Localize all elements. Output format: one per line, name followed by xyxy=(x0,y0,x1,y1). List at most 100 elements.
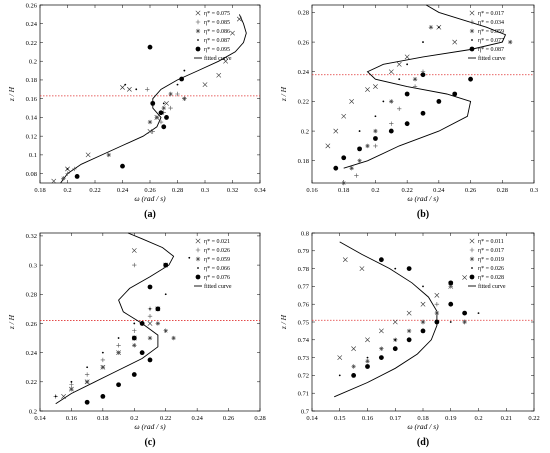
data-point-series-5 xyxy=(333,165,339,171)
data-point-series-1 xyxy=(126,86,132,92)
data-point-series-4 xyxy=(66,168,69,170)
panel-1: 0.18 0.2 0.22 0.24 0.26 0.28 0.3 0.32 0.34 0.08 0.… xyxy=(7,2,266,220)
data-point-series-5 xyxy=(357,146,362,152)
data-point-series-5 xyxy=(74,174,80,179)
data-point-series-5 xyxy=(351,373,357,378)
x-tick-label: 0.22 xyxy=(528,415,539,422)
data-point-series-1 xyxy=(333,128,339,134)
x-tick-label: 0.16 xyxy=(362,415,374,422)
x-tick-label: 0.28 xyxy=(497,187,508,194)
data-point-series-4 xyxy=(183,69,186,72)
data-point-series-5 xyxy=(147,284,153,290)
data-point-series-1 xyxy=(420,301,426,307)
y-tick-label: 0.12 xyxy=(26,133,37,140)
legend-marker xyxy=(195,256,201,262)
x-tick-label: 0.2 xyxy=(474,415,482,422)
data-point-series-3 xyxy=(412,76,418,82)
legend-entry: η* = 0.086 xyxy=(204,29,230,35)
data-point-series-5 xyxy=(452,91,458,97)
data-point-series-4 xyxy=(70,380,73,383)
data-point-series-5 xyxy=(378,355,384,360)
y-tick-label: 0.32 xyxy=(26,233,37,240)
legend-marker xyxy=(469,247,475,253)
data-point-series-5 xyxy=(420,110,426,116)
data-point-series-1 xyxy=(216,72,222,78)
legend-marker xyxy=(195,10,201,16)
legend-entry: η* = 0.087 xyxy=(478,47,504,53)
data-point-series-3 xyxy=(155,321,161,326)
x-tick-label: 0.16 xyxy=(306,187,318,194)
data-point-series-4 xyxy=(188,256,191,259)
data-point-series-5 xyxy=(420,328,426,334)
data-point-series-3 xyxy=(349,165,354,171)
legend-entry: η* = 0.066 xyxy=(204,266,230,272)
legend-marker xyxy=(469,238,475,244)
data-point-series-1 xyxy=(120,85,125,90)
y-tick-label: 0.16 xyxy=(26,96,38,103)
data-point-series-1 xyxy=(349,99,355,104)
data-point-series-2 xyxy=(150,129,155,134)
data-point-series-3 xyxy=(69,386,74,392)
y-tick-label: 0.18 xyxy=(298,158,309,165)
data-point-series-1 xyxy=(337,355,343,361)
data-point-series-5 xyxy=(100,394,106,399)
legend-marker xyxy=(469,274,475,280)
data-point-series-1 xyxy=(388,69,394,75)
data-point-series-1 xyxy=(396,61,402,67)
data-point-series-1 xyxy=(462,275,468,280)
data-point-series-2 xyxy=(373,143,378,149)
data-point-series-3 xyxy=(147,335,153,341)
data-point-series-2 xyxy=(389,121,394,126)
data-point-series-3 xyxy=(379,346,384,351)
y-tick-label: 0.79 xyxy=(298,248,309,255)
legend-marker xyxy=(197,267,199,269)
y-tick-label: 0.73 xyxy=(298,355,309,362)
data-point-series-3 xyxy=(373,128,378,134)
legend-entry: η* = 0.095 xyxy=(204,47,230,53)
data-point-series-5 xyxy=(448,301,454,307)
data-point-series-3 xyxy=(84,379,90,385)
data-point-series-1 xyxy=(351,346,357,352)
y-tick-label: 0.2 xyxy=(301,128,309,135)
fitted-curve xyxy=(60,14,247,184)
data-point-series-2 xyxy=(72,166,77,172)
data-point-series-4 xyxy=(477,312,480,314)
data-point-series-5 xyxy=(158,110,164,116)
plot-frame xyxy=(311,4,535,184)
data-point-series-3 xyxy=(462,319,467,325)
data-point-series-5 xyxy=(84,399,90,405)
legend-entry: η* = 0.034 xyxy=(478,20,504,26)
x-tick-label: 0.26 xyxy=(223,415,235,422)
legend-entry: η* = 0.077 xyxy=(478,38,504,44)
x-tick-label: 0.14 xyxy=(306,415,318,422)
legend-entry: fitted curve xyxy=(478,55,506,62)
x-tick-label: 0.22 xyxy=(401,187,412,194)
y-tick-label: 0.22 xyxy=(26,379,37,386)
y-axis-label: z / H xyxy=(279,314,288,330)
data-point-series-3 xyxy=(154,115,160,120)
x-tick-label: 0.3 xyxy=(530,187,538,194)
x-tick-label: 0.2 xyxy=(63,187,71,194)
plot-frame xyxy=(39,232,261,412)
data-point-series-5 xyxy=(120,163,125,169)
data-point-series-4 xyxy=(135,88,138,91)
data-point-series-3 xyxy=(182,96,187,101)
y-tick-label: 0.24 xyxy=(26,350,38,357)
data-point-series-5 xyxy=(155,306,161,312)
x-tick-label: 0.18 xyxy=(97,415,108,422)
fitted-curve xyxy=(343,4,507,169)
data-point-series-1 xyxy=(325,143,331,149)
data-point-series-5 xyxy=(378,257,384,263)
data-point-series-2 xyxy=(412,84,418,89)
data-point-series-5 xyxy=(434,319,440,325)
legend-entry: fitted curve xyxy=(204,55,232,62)
x-tick-label: 0.18 xyxy=(417,415,428,422)
data-point-series-4 xyxy=(124,83,127,86)
y-tick-label: 0.2 xyxy=(29,408,37,415)
data-point-series-4 xyxy=(394,338,397,341)
y-axis-label: z / H xyxy=(7,86,16,102)
data-point-series-5 xyxy=(404,121,410,127)
legend-entry: fitted curve xyxy=(204,283,232,290)
data-point-series-1 xyxy=(365,337,370,343)
data-point-series-4 xyxy=(176,83,179,86)
